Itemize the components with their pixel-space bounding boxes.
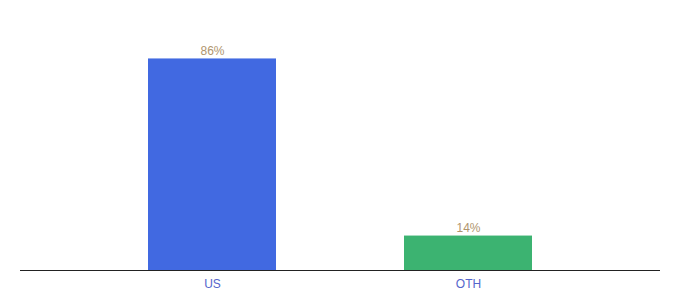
svg-text:US: US bbox=[204, 277, 221, 291]
svg-text:14%: 14% bbox=[456, 221, 480, 235]
svg-text:OTH: OTH bbox=[456, 277, 481, 291]
svg-text:86%: 86% bbox=[200, 44, 224, 58]
